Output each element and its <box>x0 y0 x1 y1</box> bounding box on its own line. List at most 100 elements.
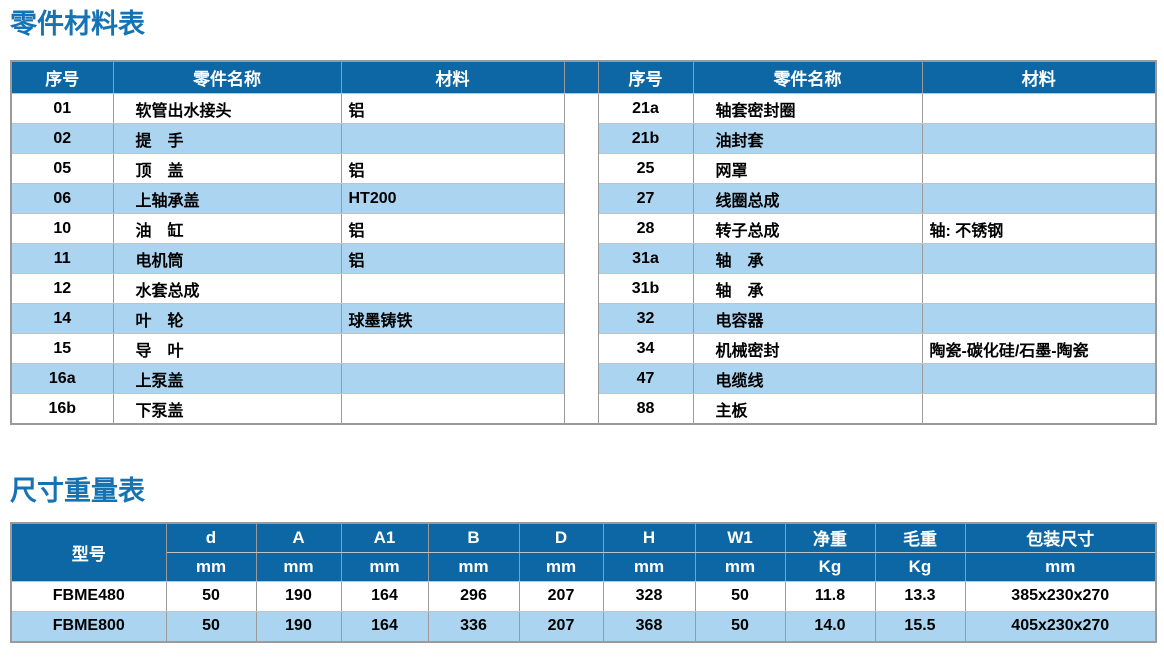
dimensions-weight-table: 型号 d A A1 B D H W1 净重 毛重 包装尺寸 mm mm mm mm mm mm mm Kg Kg mm … <box>10 521 1157 643</box>
dimension-value-cell: 336 <box>427 610 520 643</box>
part-no-cell: 12 <box>10 273 114 305</box>
part-material-cell: 铝 <box>340 213 565 245</box>
dimension-value-cell: 164 <box>340 580 429 612</box>
part-name-cell: 上泵盖 <box>112 363 342 395</box>
part-material-cell <box>921 303 1157 335</box>
col-header-right-name: 零件名称 <box>692 60 923 95</box>
part-name-cell: 叶 轮 <box>112 303 342 335</box>
dimension-value-cell: 190 <box>255 610 342 643</box>
part-name-cell: 机械密封 <box>692 333 923 365</box>
part-no-cell: 88 <box>597 393 694 425</box>
dimension-value-cell: 13.3 <box>874 580 966 612</box>
parts-row: 06 上轴承盖 HT200 27 线圈总成 <box>10 183 1157 215</box>
col-header-left-name: 零件名称 <box>112 60 342 95</box>
part-material-cell: HT200 <box>340 183 565 215</box>
part-name-cell: 电机筒 <box>112 243 342 275</box>
part-material-cell <box>340 273 565 305</box>
part-name-cell: 线圈总成 <box>692 183 923 215</box>
part-name-cell: 导 叶 <box>112 333 342 365</box>
dimension-value-cell: 11.8 <box>784 580 876 612</box>
model-cell: FBME480 <box>10 580 167 612</box>
parts-row: 15 导 叶 34 机械密封 陶瓷-碳化硅/石墨-陶瓷 <box>10 333 1157 365</box>
part-name-cell: 电缆线 <box>692 363 923 395</box>
spacer-column-cell <box>563 93 599 425</box>
part-name-cell: 轴 承 <box>692 273 923 305</box>
unit-header-cell: mm <box>602 551 696 582</box>
part-no-cell: 02 <box>10 123 114 155</box>
dimension-value-cell: 50 <box>165 580 257 612</box>
part-material-cell <box>921 123 1157 155</box>
col-header-包装尺寸: 包装尺寸 <box>964 522 1157 553</box>
dimension-value-cell: 50 <box>165 610 257 643</box>
dims-header-row-units: mm mm mm mm mm mm mm Kg Kg mm <box>11 551 1157 582</box>
part-no-cell: 27 <box>597 183 694 215</box>
part-name-cell: 顶 盖 <box>112 153 342 185</box>
unit-header-cell: Kg <box>874 551 966 582</box>
dims-header-row-labels: 型号 d A A1 B D H W1 净重 毛重 包装尺寸 <box>10 522 1157 582</box>
parts-material-table: 序号 零件名称 材料 序号 零件名称 材料 01 软管出水接头铝 21a 轴套密封圈 0… <box>10 60 1157 426</box>
part-no-cell: 47 <box>597 363 694 395</box>
part-material-cell <box>340 393 565 425</box>
part-no-cell: 32 <box>597 303 694 335</box>
parts-table-header: 序号 零件名称 材料 序号 零件名称 材料 <box>10 60 1157 95</box>
part-no-cell: 14 <box>10 303 114 335</box>
dimension-value-cell: 385x230x270 <box>964 580 1157 612</box>
col-header-left-material: 材料 <box>340 60 565 95</box>
part-no-cell: 28 <box>597 213 694 245</box>
dimension-value-cell: 368 <box>602 610 696 643</box>
parts-row: 11 电机筒铝 31a 轴 承 <box>10 243 1157 275</box>
parts-row: 01 软管出水接头铝 21a 轴套密封圈 <box>10 93 1157 425</box>
part-material-cell: 铝 <box>340 93 565 125</box>
part-name-cell: 上轴承盖 <box>112 183 342 215</box>
col-header-D: D <box>518 522 604 553</box>
dimension-value-cell: 405x230x270 <box>964 610 1157 643</box>
part-material-cell: 球墨铸铁 <box>340 303 565 335</box>
col-header-H: H <box>602 522 696 553</box>
col-header-净重: 净重 <box>784 522 876 553</box>
unit-header-cell: mm <box>694 551 786 582</box>
dimension-value-cell: 207 <box>518 580 604 612</box>
dimensions-table-header: 型号 d A A1 B D H W1 净重 毛重 包装尺寸 mm mm mm mm mm mm mm Kg Kg mm <box>10 522 1157 582</box>
dimension-value-cell: 190 <box>255 580 342 612</box>
part-name-cell: 轴套密封圈 <box>692 93 923 125</box>
part-material-cell <box>921 183 1157 215</box>
part-material-cell <box>921 243 1157 275</box>
part-no-cell: 15 <box>10 333 114 365</box>
unit-header-cell: mm <box>427 551 520 582</box>
part-name-cell: 水套总成 <box>112 273 342 305</box>
part-no-cell: 31b <box>597 273 694 305</box>
part-no-cell: 16b <box>10 393 114 425</box>
parts-row: 14 叶 轮球墨铸铁 32 电容器 <box>10 303 1157 335</box>
page: 零件材料表 序号 零件名称 材料 序号 零件名称 材料 01 软管出水接头铝 21a… <box>10 9 1157 643</box>
dimension-value-cell: 164 <box>340 610 429 643</box>
dimension-value-cell: 50 <box>694 610 786 643</box>
part-name-cell: 软管出水接头 <box>112 93 342 125</box>
part-no-cell: 31a <box>597 243 694 275</box>
part-material-cell <box>340 363 565 395</box>
part-material-cell <box>921 363 1157 395</box>
part-no-cell: 11 <box>10 243 114 275</box>
part-material-cell: 轴: 不锈钢 <box>921 213 1157 245</box>
col-header-A1: A1 <box>340 522 429 553</box>
part-name-cell: 下泵盖 <box>112 393 342 425</box>
part-material-cell: 铝 <box>340 243 565 275</box>
part-material-cell <box>340 123 565 155</box>
part-name-cell: 提 手 <box>112 123 342 155</box>
col-header-left-no: 序号 <box>10 60 114 95</box>
parts-row: 05 顶 盖铝 25 网罩 <box>10 153 1157 185</box>
unit-header-cell: mm <box>964 551 1157 582</box>
dimensions-table-body: FBME480 50 190 164 296 207 328 50 11.8 13.3 385x23… <box>10 580 1157 643</box>
part-name-cell: 油 缸 <box>112 213 342 245</box>
dimension-value-cell: 296 <box>427 580 520 612</box>
dimension-value-cell: 50 <box>694 580 786 612</box>
col-header-right-material: 材料 <box>921 60 1157 95</box>
part-material-cell: 陶瓷-碳化硅/石墨-陶瓷 <box>921 333 1157 365</box>
part-no-cell: 06 <box>10 183 114 215</box>
parts-row: 02 提 手 21b 油封套 <box>10 123 1157 155</box>
dimension-value-cell: 15.5 <box>874 610 966 643</box>
col-header-A: A <box>255 522 342 553</box>
part-material-cell: 铝 <box>340 153 565 185</box>
parts-row: 12 水套总成 31b 轴 承 <box>10 273 1157 305</box>
part-no-cell: 01 <box>10 93 114 125</box>
part-material-cell <box>921 393 1157 425</box>
